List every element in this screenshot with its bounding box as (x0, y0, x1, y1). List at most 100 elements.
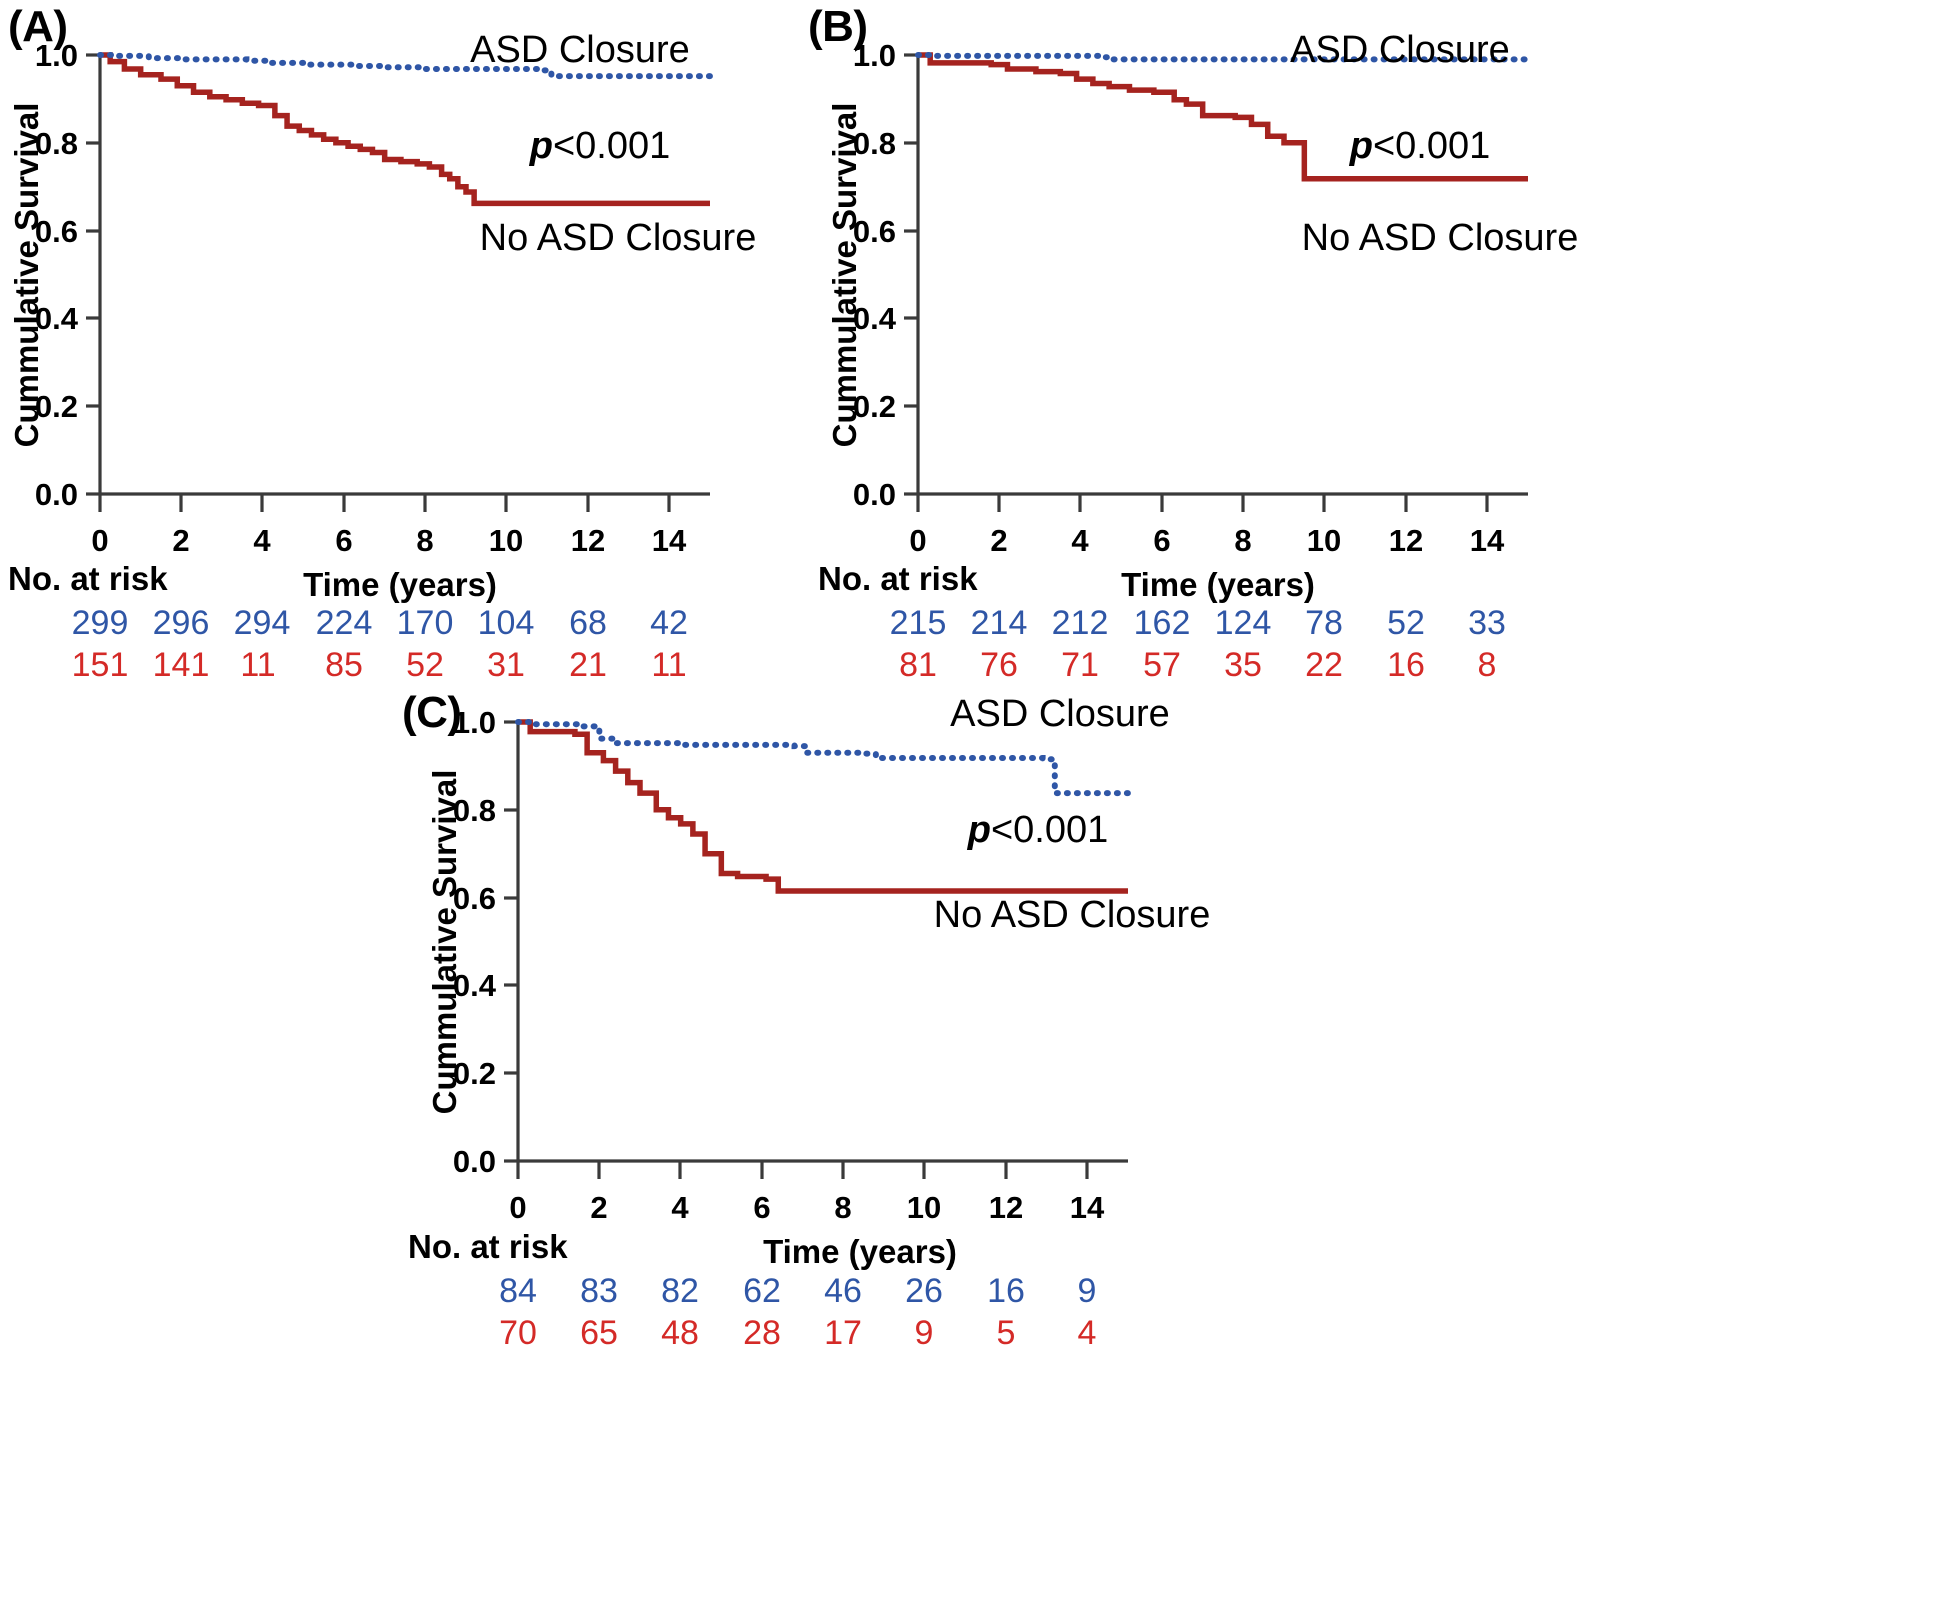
risk-cell: 26 (905, 1272, 943, 1310)
risk-cell: 141 (153, 646, 210, 684)
p-symbol: p (1349, 125, 1373, 167)
risk-cell: 62 (743, 1272, 781, 1310)
risk-cell: 71 (1061, 646, 1099, 684)
x-tick-label: 4 (253, 523, 271, 558)
x-tick-label: 4 (1071, 523, 1089, 558)
risk-cell: 81 (899, 646, 937, 684)
risk-cell: 8 (1478, 646, 1497, 684)
risk-cell: 9 (1078, 1272, 1097, 1310)
risk-table-title: No. at risk (818, 560, 978, 597)
risk-cell: 57 (1143, 646, 1181, 684)
risk-cell: 78 (1305, 604, 1343, 642)
p-rest: <0.001 (1373, 125, 1490, 167)
x-tick-label: 14 (652, 523, 687, 558)
y-ticks: 0.0 0.2 0.4 0.6 0.8 1.0 (853, 38, 918, 512)
y-tick-label: 0.4 (35, 301, 79, 336)
x-tick-label: 4 (671, 1190, 689, 1225)
x-tick-label: 8 (834, 1190, 851, 1225)
risk-cell: 17 (824, 1314, 862, 1352)
risk-table-title: No. at risk (8, 560, 168, 597)
x-tick-label: 2 (990, 523, 1007, 558)
risk-cell: 46 (824, 1272, 862, 1310)
panel-c-label: (C) (402, 688, 462, 737)
y-ticks: 0.0 0.2 0.4 0.6 0.8 1.0 (453, 705, 518, 1179)
risk-cell: 70 (499, 1314, 537, 1352)
x-tick-label: 12 (1389, 523, 1423, 558)
risk-cell: 170 (397, 604, 454, 642)
risk-cell: 212 (1052, 604, 1109, 642)
risk-cell: 52 (1387, 604, 1425, 642)
x-tick-label: 0 (509, 1190, 526, 1225)
risk-cell: 16 (1387, 646, 1425, 684)
risk-cell: 84 (499, 1272, 537, 1310)
legend-label-asd-closure: ASD Closure (470, 29, 690, 71)
p-symbol: p (967, 809, 991, 851)
risk-cell: 104 (478, 604, 535, 642)
y-axis-title: Cummulative Survival (826, 103, 863, 448)
risk-cell: 4 (1078, 1314, 1097, 1352)
legend-label-no-asd-closure: No ASD Closure (480, 217, 757, 259)
risk-row-no-asd-closure: 81 76 71 57 35 22 16 8 (899, 646, 1496, 684)
risk-cell: 296 (153, 604, 210, 642)
y-tick-label: 0.8 (453, 793, 496, 828)
p-value-annotation: p<0.001 (1349, 125, 1491, 167)
km-curve-asd-closure (97, 52, 713, 80)
p-value-annotation: p<0.001 (967, 809, 1109, 851)
y-axis-title: Cummulative Survival (426, 770, 463, 1115)
risk-row-asd-closure: 299 296 294 224 170 104 68 42 (72, 604, 688, 642)
risk-cell: 294 (234, 604, 291, 642)
y-tick-label: 0.0 (853, 477, 896, 512)
risk-cell: 16 (987, 1272, 1025, 1310)
p-rest: <0.001 (991, 809, 1108, 851)
y-ticks: 0.0 0.2 0.4 0.6 0.8 1.0 (35, 38, 100, 512)
panel-c: (C) 0.0 0.2 0.4 0.6 0.8 1.0 0 (400, 670, 1500, 1609)
risk-cell: 5 (997, 1314, 1016, 1352)
legend-label-no-asd-closure: No ASD Closure (934, 894, 1211, 936)
x-tick-label: 0 (91, 523, 108, 558)
risk-cell: 68 (569, 604, 607, 642)
panel-c-chart: 0.0 0.2 0.4 0.6 0.8 1.0 0 2 4 6 8 10 12 … (408, 693, 1211, 1352)
risk-cell: 42 (650, 604, 688, 642)
risk-cell: 299 (72, 604, 129, 642)
x-tick-label: 6 (1153, 523, 1170, 558)
panel-a-chart: 0.0 0.2 0.4 0.6 0.8 1.0 0 2 4 6 8 10 12 … (8, 29, 757, 684)
risk-row-asd-closure: 84 83 82 62 46 26 16 9 (499, 1272, 1096, 1310)
p-rest: <0.001 (553, 125, 670, 167)
km-curve-no-closure (518, 719, 1128, 894)
y-tick-label: 0.6 (853, 214, 896, 249)
y-tick-label: 0.8 (853, 126, 896, 161)
risk-cell: 85 (325, 646, 363, 684)
risk-cell: 52 (406, 646, 444, 684)
risk-cell: 76 (980, 646, 1018, 684)
risk-row-no-asd-closure: 70 65 48 28 17 9 5 4 (499, 1314, 1096, 1352)
y-tick-label: 1.0 (453, 705, 496, 740)
x-axis-title: Time (years) (763, 1233, 957, 1270)
legend-label-no-asd-closure: No ASD Closure (1302, 217, 1579, 259)
risk-cell: 31 (487, 646, 525, 684)
x-tick-label: 8 (1234, 523, 1251, 558)
risk-cell: 214 (971, 604, 1028, 642)
km-curve-asd-closure (515, 719, 1131, 797)
risk-cell: 35 (1224, 646, 1262, 684)
y-tick-label: 0.8 (35, 126, 78, 161)
risk-cell: 82 (661, 1272, 699, 1310)
x-tick-label: 14 (1470, 523, 1505, 558)
y-tick-label: 0.4 (853, 301, 897, 336)
risk-cell: 151 (72, 646, 129, 684)
risk-cell: 65 (580, 1314, 618, 1352)
y-tick-label: 0.0 (453, 1144, 496, 1179)
risk-cell: 22 (1305, 646, 1343, 684)
legend-label-asd-closure: ASD Closure (1290, 29, 1510, 71)
y-tick-label: 0.4 (453, 968, 497, 1003)
x-tick-label: 8 (416, 523, 433, 558)
risk-cell: 215 (890, 604, 947, 642)
risk-cell: 48 (661, 1314, 699, 1352)
y-tick-label: 1.0 (853, 38, 896, 73)
x-tick-label: 14 (1070, 1190, 1105, 1225)
x-tick-label: 10 (1307, 523, 1341, 558)
km-curve-no-closure (100, 52, 710, 207)
x-tick-label: 2 (172, 523, 189, 558)
panel-a-label: (A) (8, 2, 68, 51)
y-tick-label: 0.2 (453, 1056, 496, 1091)
y-tick-label: 0.2 (853, 389, 896, 424)
